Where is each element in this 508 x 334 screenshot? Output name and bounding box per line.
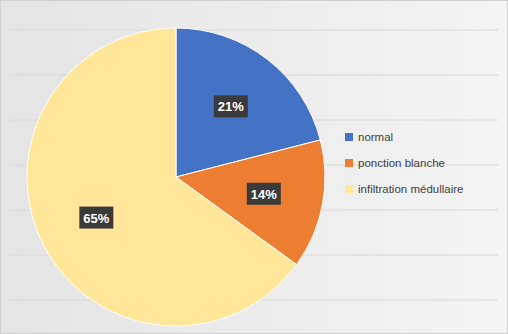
- legend-label: normal: [358, 131, 393, 143]
- data-label: 65%: [83, 211, 109, 226]
- data-labels: 21% 14% 65%: [79, 95, 280, 228]
- pie: [27, 28, 325, 326]
- legend-label: ponction blanche: [358, 157, 445, 169]
- legend-label: infiltration médullaire: [358, 183, 463, 195]
- legend-swatch: [345, 185, 353, 193]
- decor-line: [10, 30, 498, 31]
- legend-swatch: [345, 133, 353, 141]
- label-box: [247, 183, 281, 205]
- chart: 21% 14% 65% normal ponction blanche infiltrat…: [0, 0, 508, 334]
- legend: normal ponction blanche infiltration médul…: [345, 131, 463, 195]
- label-box: [79, 207, 113, 229]
- data-label: 21%: [218, 99, 244, 114]
- legend-swatch: [345, 159, 353, 167]
- slice: [27, 28, 297, 326]
- data-label: 14%: [251, 187, 277, 202]
- label-box: [214, 95, 248, 117]
- background: [1, 1, 508, 334]
